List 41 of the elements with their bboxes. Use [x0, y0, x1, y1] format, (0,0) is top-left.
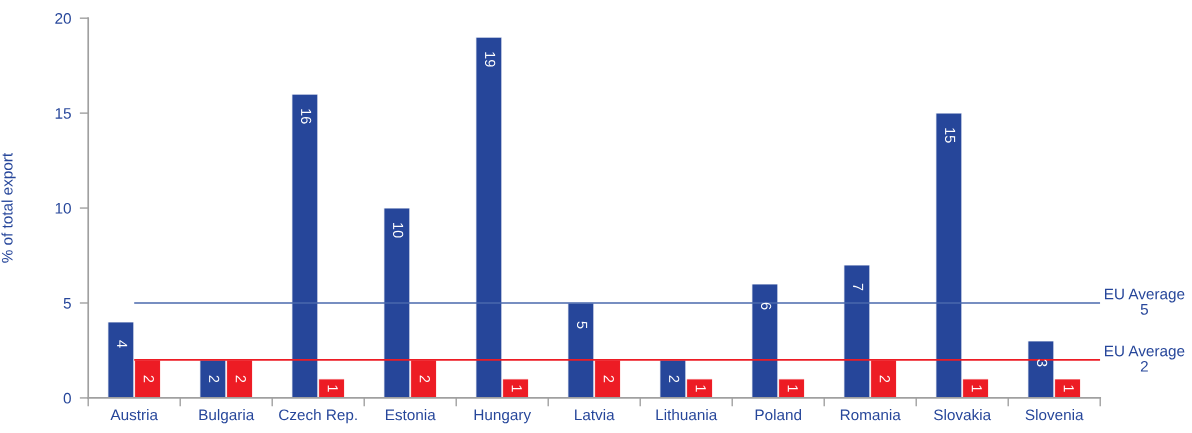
data-label: 15 [944, 128, 956, 143]
data-label: 2 [235, 375, 246, 383]
x-tick-label: Slovakia [934, 409, 992, 421]
x-tick-label: Czech Rep. [279, 409, 357, 424]
data-label: 1 [327, 385, 338, 392]
x-tick-label: Poland [755, 409, 802, 421]
y-tick-label: 0 [63, 392, 71, 404]
ref-line-label: EU Average 5 [1105, 288, 1185, 315]
data-label: 2 [143, 375, 154, 383]
data-label: 1 [511, 385, 522, 392]
data-label: 1 [695, 385, 706, 392]
y-axis-title: % of total export [1, 152, 16, 263]
data-label: 1 [787, 385, 798, 392]
data-label: 6 [760, 302, 772, 310]
data-label: 2 [669, 375, 680, 383]
x-tick-label: Slovenia [1025, 409, 1084, 421]
y-tick-label: 10 [55, 202, 71, 214]
data-label: 1 [971, 385, 982, 392]
x-tick-label: Latvia [575, 409, 615, 421]
data-label: 4 [117, 340, 128, 348]
data-label: 19 [484, 52, 496, 67]
data-label: 7 [853, 283, 864, 291]
x-tick-label: Lithuania [656, 409, 718, 421]
data-label: 3 [1036, 359, 1048, 367]
data-label: 16 [300, 109, 312, 124]
data-label: 5 [576, 321, 588, 329]
ref-line-label: EU Average 2 [1105, 345, 1185, 372]
x-tick-label: Romania [840, 409, 901, 421]
data-label: 1 [1063, 385, 1074, 392]
y-tick-label: 20 [55, 13, 71, 24]
data-label: 2 [603, 375, 614, 383]
y-tick-label: 15 [55, 108, 71, 119]
data-label: 2 [879, 375, 890, 383]
x-tick-label: Austria [110, 409, 158, 421]
y-tick-label: 5 [63, 298, 71, 309]
x-tick-label: Estonia [385, 409, 436, 421]
x-tick-label: Hungary [474, 409, 532, 424]
data-label: 2 [419, 375, 430, 383]
data-label: 10 [392, 223, 404, 238]
x-tick-label: Bulgaria [199, 409, 255, 424]
data-label: 2 [209, 375, 220, 383]
